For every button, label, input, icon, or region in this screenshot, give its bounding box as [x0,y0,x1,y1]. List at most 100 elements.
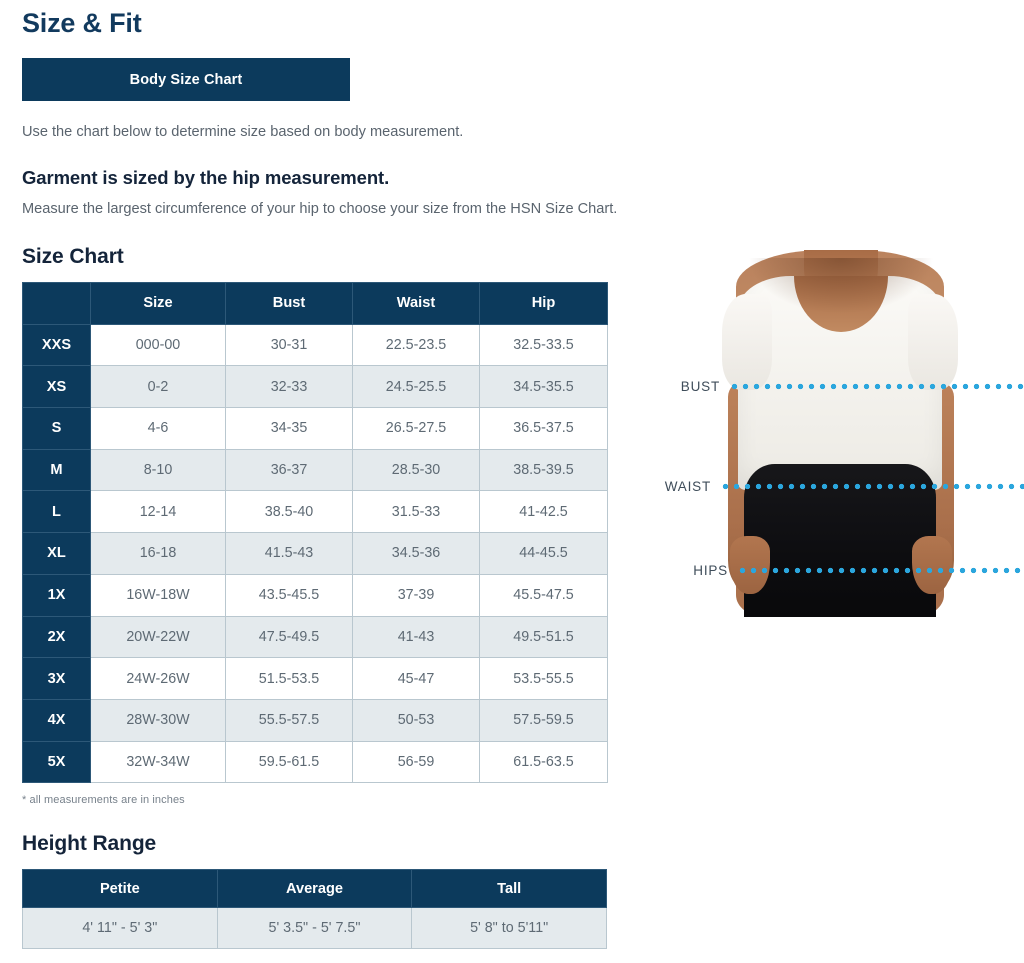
table-row: 1X 16W-18W 43.5-45.5 37-39 45.5-47.5 [22,573,608,617]
row-size-label: M [22,448,91,492]
right-hand-shape [912,536,952,594]
cell-bust: 41.5-43 [225,532,353,575]
black-pants-shape [744,464,936,617]
row-size-label: 4X [22,698,91,742]
cell-size: 16-18 [90,532,226,575]
cell-hip: 34.5-35.5 [479,365,608,409]
left-sleeve-shape [722,294,772,390]
table-row: 4' 11" - 5' 3" 5' 3.5" - 5' 7.5" 5' 8" t… [22,907,607,950]
column-header-petite: Petite [22,869,218,909]
cell-hip: 49.5-51.5 [479,615,608,659]
table-row: 5X 32W-34W 59.5-61.5 56-59 61.5-63.5 [22,740,608,784]
cell-waist: 45-47 [352,657,480,700]
column-header-hip: Hip [479,282,608,325]
cell-size: 0-2 [90,365,226,409]
height-range-header-row: Petite Average Tall [22,869,607,909]
cell-hip: 44-45.5 [479,532,608,575]
table-row: L 12-14 38.5-40 31.5-33 41-42.5 [22,490,608,534]
dotted-line-icon [737,566,1024,574]
size-chart-table: Size Bust Waist Hip XXS 000-00 30-31 22.… [22,282,608,784]
left-content-column: Size & Fit Body Size Chart Use the chart… [22,0,622,950]
cell-hip: 36.5-37.5 [479,407,608,450]
size-chart-header-row: Size Bust Waist Hip [22,282,608,325]
column-header-average: Average [216,869,413,909]
cell-tall: 5' 8" to 5'11" [411,907,607,950]
waist-measurement-line: WAIST [649,478,1024,494]
cell-hip: 41-42.5 [479,490,608,534]
measurements-footnote: * all measurements are in inches [22,794,185,807]
cell-waist: 22.5-23.5 [352,323,480,367]
cell-bust: 38.5-40 [225,490,353,534]
size-chart-heading: Size Chart [22,245,124,268]
cell-bust: 51.5-53.5 [225,657,353,700]
cell-waist: 34.5-36 [352,532,480,575]
cell-bust: 43.5-45.5 [225,573,353,617]
column-header-blank [22,282,91,325]
cell-hip: 53.5-55.5 [479,657,608,700]
table-row: 4X 28W-30W 55.5-57.5 50-53 57.5-59.5 [22,698,608,742]
row-size-label: S [22,407,91,450]
cell-size: 4-6 [90,407,226,450]
cell-hip: 45.5-47.5 [479,573,608,617]
cell-bust: 47.5-49.5 [225,615,353,659]
cell-size: 32W-34W [90,740,226,784]
cell-waist: 28.5-30 [352,448,480,492]
table-row: 3X 24W-26W 51.5-53.5 45-47 53.5-55.5 [22,657,608,700]
cell-size: 20W-22W [90,615,226,659]
page-title: Size & Fit [22,8,142,38]
sized-by-heading: Garment is sized by the hip measurement. [22,167,390,188]
row-size-label: 3X [22,657,91,700]
cell-size: 24W-26W [90,657,226,700]
hips-label: HIPS [693,562,728,578]
cell-size: 8-10 [90,448,226,492]
cell-waist: 26.5-27.5 [352,407,480,450]
column-header-size: Size [90,282,226,325]
cell-hip: 61.5-63.5 [479,740,608,784]
cell-hip: 38.5-39.5 [479,448,608,492]
dotted-line-icon [720,482,1024,490]
table-row: M 8-10 36-37 28.5-30 38.5-39.5 [22,448,608,492]
row-size-label: 2X [22,615,91,659]
intro-text: Use the chart below to determine size ba… [22,124,464,140]
cell-average: 5' 3.5" - 5' 7.5" [216,907,413,950]
cell-waist: 37-39 [352,573,480,617]
column-header-tall: Tall [411,869,607,909]
body-size-chart-tab[interactable]: Body Size Chart [22,58,350,101]
row-size-label: 5X [22,740,91,784]
cell-bust: 32-33 [225,365,353,409]
bust-label: BUST [680,378,720,394]
cell-size: 28W-30W [90,698,226,742]
cell-hip: 32.5-33.5 [479,323,608,367]
cell-waist: 56-59 [352,740,480,784]
row-size-label: XL [22,532,91,575]
cell-size: 16W-18W [90,573,226,617]
cell-hip: 57.5-59.5 [479,698,608,742]
cell-size: 000-00 [90,323,226,367]
cell-waist: 41-43 [352,615,480,659]
column-header-waist: Waist [352,282,480,325]
cell-bust: 55.5-57.5 [225,698,353,742]
left-hand-shape [730,536,770,594]
table-row: S 4-6 34-35 26.5-27.5 36.5-37.5 [22,407,608,450]
size-chart-body: XXS 000-00 30-31 22.5-23.5 32.5-33.5 XS … [22,323,608,784]
cell-bust: 59.5-61.5 [225,740,353,784]
table-row: XXS 000-00 30-31 22.5-23.5 32.5-33.5 [22,323,608,367]
cell-waist: 24.5-25.5 [352,365,480,409]
row-size-label: XXS [22,323,91,367]
bust-measurement-line: BUST [658,378,1024,394]
height-range-table: Petite Average Tall 4' 11" - 5' 3" 5' 3.… [22,869,607,950]
height-range-heading: Height Range [22,832,157,856]
measurement-diagram: BUST WAIST HIPS [648,250,1024,625]
column-header-bust: Bust [225,282,353,325]
cell-bust: 30-31 [225,323,353,367]
hips-measurement-line: HIPS [666,562,1024,578]
table-row: 2X 20W-22W 47.5-49.5 41-43 49.5-51.5 [22,615,608,659]
cell-size: 12-14 [90,490,226,534]
cell-petite: 4' 11" - 5' 3" [22,907,218,950]
row-size-label: XS [22,365,91,409]
right-sleeve-shape [908,294,958,390]
table-row: XL 16-18 41.5-43 34.5-36 44-45.5 [22,532,608,575]
measure-instruction: Measure the largest circumference of you… [22,201,618,217]
row-size-label: 1X [22,573,91,617]
